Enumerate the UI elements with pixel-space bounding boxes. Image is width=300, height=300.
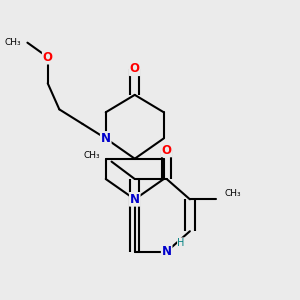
Text: H: H <box>178 238 185 248</box>
Text: O: O <box>162 143 172 157</box>
Text: CH₃: CH₃ <box>83 151 100 160</box>
Text: O: O <box>43 51 53 64</box>
Text: N: N <box>101 132 111 145</box>
Text: CH₃: CH₃ <box>5 38 22 47</box>
Text: N: N <box>162 245 172 258</box>
Text: N: N <box>130 193 140 206</box>
Text: O: O <box>130 62 140 75</box>
Text: CH₃: CH₃ <box>225 189 241 198</box>
